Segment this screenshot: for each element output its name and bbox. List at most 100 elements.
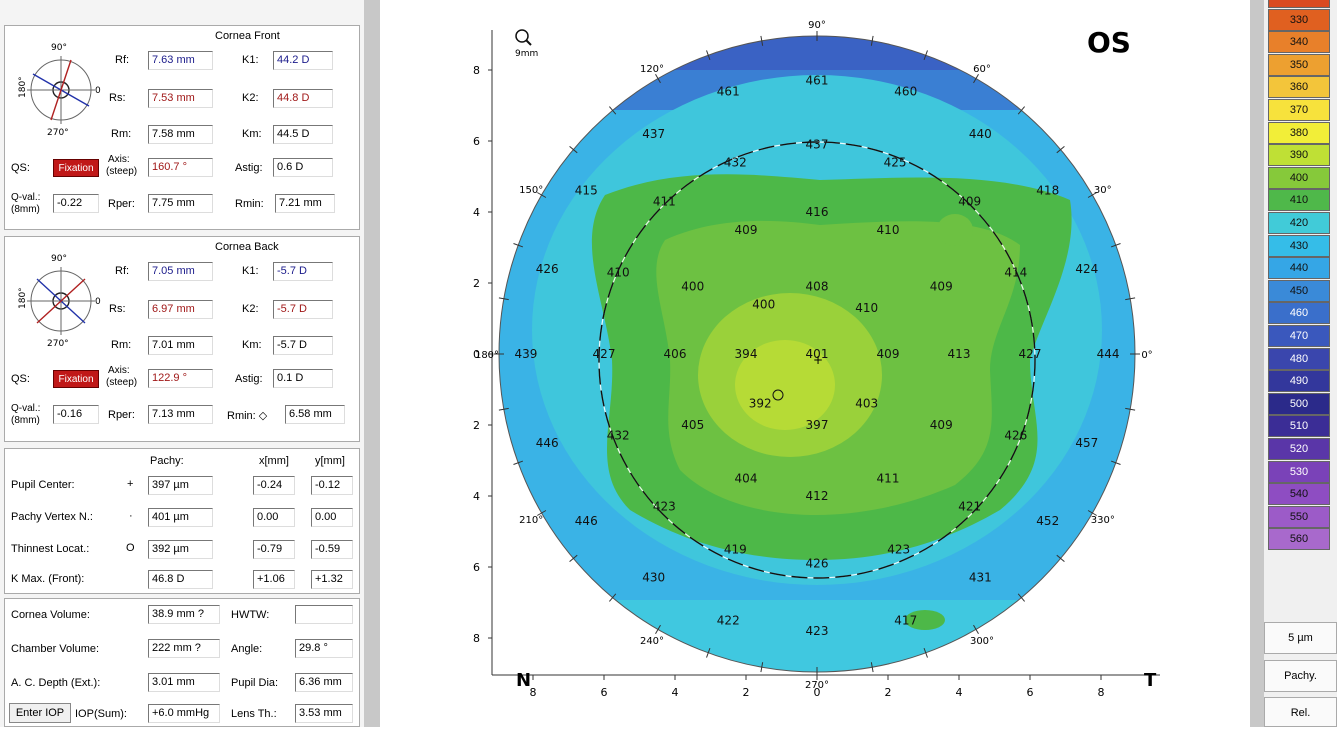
relative-button[interactable]: Rel. bbox=[1264, 697, 1337, 727]
step-button[interactable]: 5 µm bbox=[1264, 622, 1337, 654]
thickness-value: 403 bbox=[855, 397, 878, 411]
color-map bbox=[499, 36, 1135, 672]
angle-tick bbox=[655, 624, 661, 634]
angle-tick bbox=[760, 35, 764, 46]
axis-steep-label: (steep) bbox=[106, 166, 138, 177]
pachymetry-map[interactable]: 8 6 4 2 0 2 4 6 8 8 6 4 2 0 2 4 6 8 90° 60° 30° 0° 330° 300° 2… bbox=[380, 0, 1250, 727]
fixation-button[interactable]: Fixation bbox=[53, 370, 99, 388]
k1-label: K1: bbox=[242, 265, 259, 277]
angle-tick bbox=[760, 662, 764, 673]
y-tick-label: 0 bbox=[473, 348, 480, 361]
pachy-mode-button[interactable]: Pachy. bbox=[1264, 660, 1337, 692]
thickness-value: 437 bbox=[642, 127, 665, 141]
pupil-center-marker: + bbox=[813, 353, 823, 367]
thickness-value: 460 bbox=[894, 84, 917, 98]
astig-value: 0.1 D bbox=[273, 369, 333, 388]
splitter-right[interactable] bbox=[1250, 0, 1264, 727]
scale-level-420: 420 bbox=[1268, 212, 1330, 234]
scale-level-480: 480 bbox=[1268, 347, 1330, 370]
angle-tick bbox=[513, 243, 524, 248]
thickness-value: 416 bbox=[806, 205, 829, 219]
thickness-value: 394 bbox=[735, 347, 758, 361]
rs-label: Rs: bbox=[109, 303, 126, 315]
y-value: -0.59 bbox=[311, 540, 353, 559]
dial-90-label: 90° bbox=[51, 254, 67, 264]
x-tick-label: 2 bbox=[885, 686, 892, 699]
angle-tick bbox=[923, 647, 928, 658]
angle-label: 300° bbox=[970, 636, 994, 647]
thickness-value: 446 bbox=[536, 436, 559, 450]
thickness-value: 432 bbox=[607, 429, 630, 443]
dial-270-label: 270° bbox=[47, 339, 69, 347]
dial-90-label: 90° bbox=[51, 43, 67, 53]
qval-8mm-label: (8mm) bbox=[11, 415, 40, 426]
thickness-value: 426 bbox=[536, 262, 559, 276]
thickness-values: 461 461 460 437 437 440 432 425 415 411 416 409 418 4… bbox=[514, 74, 1119, 638]
pupil-dia-label: Pupil Dia: bbox=[231, 677, 279, 689]
angle-tick bbox=[1087, 192, 1097, 198]
rm-value: 7.01 mm bbox=[148, 336, 213, 355]
thickness-value: 427 bbox=[1019, 347, 1042, 361]
angle-tick bbox=[973, 74, 979, 84]
angle-tick bbox=[1087, 510, 1097, 516]
thickness-value: 411 bbox=[877, 471, 900, 485]
thickness-value: 461 bbox=[717, 84, 740, 98]
angle-label: 30° bbox=[1094, 185, 1112, 196]
row-label: K Max. (Front): bbox=[11, 573, 85, 585]
ac-depth-value: 3.01 mm bbox=[148, 673, 220, 692]
thickness-value: 422 bbox=[717, 613, 740, 627]
angle-tick bbox=[973, 624, 979, 634]
y-value: -0.12 bbox=[311, 476, 353, 495]
row-label: Pupil Center: bbox=[11, 479, 75, 491]
dial-270-label: 270° bbox=[47, 128, 69, 136]
x-tick-label: 6 bbox=[601, 686, 608, 699]
thickness-value: 425 bbox=[884, 155, 907, 169]
rf-value: 7.63 mm bbox=[148, 51, 213, 70]
astig-value: 0.6 D bbox=[273, 158, 333, 177]
rper-value: 7.13 mm bbox=[148, 405, 213, 424]
thickness-value: 426 bbox=[806, 556, 829, 570]
angle-tick bbox=[569, 145, 578, 154]
pachymetry-map-panel: 8 6 4 2 0 2 4 6 8 8 6 4 2 0 2 4 6 8 90° 60° 30° 0° 330° 300° 2… bbox=[380, 0, 1250, 727]
angle-tick bbox=[1110, 243, 1121, 248]
x-tick-label: 6 bbox=[1027, 686, 1034, 699]
cornea-front-title: Cornea Front bbox=[215, 30, 280, 42]
thickness-value: 430 bbox=[642, 571, 665, 585]
rmin-label: Rmin: ◇ bbox=[227, 410, 268, 422]
thickness-value: 410 bbox=[607, 265, 630, 279]
qval-value: -0.22 bbox=[53, 194, 99, 213]
row-symbol: + bbox=[127, 478, 134, 490]
thickness-value: 405 bbox=[681, 418, 704, 432]
enter-iop-button[interactable]: Enter IOP bbox=[9, 703, 71, 723]
scale-level-440: 440 bbox=[1268, 257, 1330, 280]
thickness-value: 419 bbox=[724, 542, 747, 556]
thickness-value: 409 bbox=[958, 194, 981, 208]
angle-tick bbox=[569, 554, 578, 563]
axis-dial-icon: 90° 270° 180° 0 bbox=[18, 43, 101, 136]
zoom-icon[interactable] bbox=[515, 29, 532, 46]
x-value: -0.24 bbox=[253, 476, 295, 495]
rm-value: 7.58 mm bbox=[148, 125, 213, 144]
scale-level-470: 470 bbox=[1268, 325, 1330, 347]
scale-level-350: 350 bbox=[1268, 53, 1330, 76]
thickness-value: 401 bbox=[806, 347, 829, 361]
row-symbol: · bbox=[129, 510, 133, 522]
angle-tick bbox=[870, 662, 874, 673]
scale-level-400: 400 bbox=[1268, 166, 1330, 189]
row-label: Thinnest Locat.: bbox=[11, 543, 90, 555]
rper-label: Rper: bbox=[108, 198, 135, 210]
thickness-value: 424 bbox=[1075, 262, 1098, 276]
axis-label: Axis: bbox=[108, 154, 130, 165]
astig-label: Astig: bbox=[235, 162, 263, 174]
thickness-value: 412 bbox=[806, 489, 829, 503]
angle-tick bbox=[1110, 460, 1121, 465]
thickness-value: 400 bbox=[752, 297, 775, 311]
rs-value: 6.97 mm bbox=[148, 300, 213, 319]
angle-tick bbox=[608, 106, 617, 115]
fixation-button[interactable]: Fixation bbox=[53, 159, 99, 177]
y-tick-label: 2 bbox=[473, 277, 480, 290]
splitter[interactable] bbox=[364, 0, 380, 727]
rm-label: Rm: bbox=[111, 339, 132, 351]
thickness-value: 423 bbox=[806, 624, 829, 638]
pachy-value: 401 µm bbox=[148, 508, 213, 527]
